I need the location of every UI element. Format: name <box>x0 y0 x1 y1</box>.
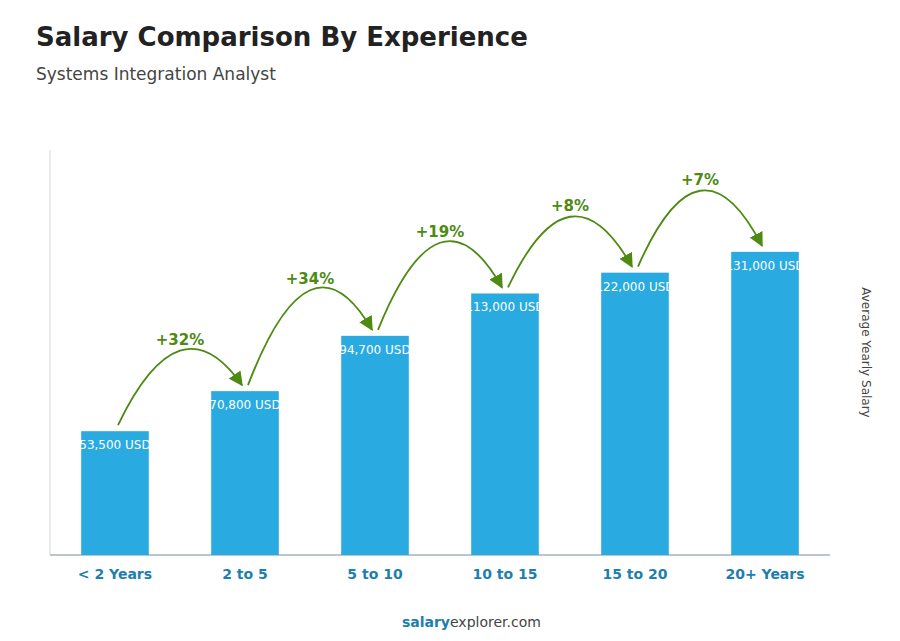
y-axis-line <box>50 150 51 555</box>
data-label: 131,000 USD <box>725 259 804 273</box>
bar <box>471 293 539 555</box>
data-label: 94,700 USD <box>339 343 410 357</box>
data-label: 113,000 USD <box>465 300 544 314</box>
x-tick-label: 5 to 10 <box>347 566 403 582</box>
data-label: 122,000 USD <box>595 280 674 294</box>
x-tick-label: 20+ Years <box>725 566 804 582</box>
change-arrow <box>508 216 632 287</box>
bars <box>81 252 799 555</box>
data-label: 53,500 USD <box>79 438 150 452</box>
annotation: +8% <box>551 197 589 215</box>
change-arrow <box>378 241 502 330</box>
x-tick-label: 15 to 20 <box>602 566 667 582</box>
x-axis-line <box>50 555 830 556</box>
x-tick-label: 2 to 5 <box>222 566 268 582</box>
y-axis-label: Average Yearly Salary <box>859 287 873 417</box>
bar <box>731 252 799 555</box>
change-arrow <box>638 190 762 266</box>
x-tick-label: 10 to 15 <box>472 566 537 582</box>
annotation: +34% <box>286 270 334 288</box>
subtitle: Systems Integration Analyst <box>36 64 276 84</box>
change-arrow <box>248 287 372 385</box>
footer: salary <box>402 614 450 630</box>
chart: Salary Comparison By Experience Systems I… <box>0 0 900 641</box>
x-tick-label: < 2 Years <box>78 566 152 582</box>
annotation: +32% <box>156 331 204 349</box>
change-arrow <box>118 349 242 425</box>
footer: explorer.com <box>450 614 541 630</box>
data-label: 70,800 USD <box>209 398 280 412</box>
title: Salary Comparison By Experience <box>36 22 528 52</box>
chart-container: Salary Comparison By Experience Systems I… <box>0 0 900 641</box>
annotation: +19% <box>416 223 464 241</box>
bar <box>341 336 409 555</box>
annotation: +7% <box>681 171 719 189</box>
bar <box>601 273 669 555</box>
bar <box>211 391 279 555</box>
